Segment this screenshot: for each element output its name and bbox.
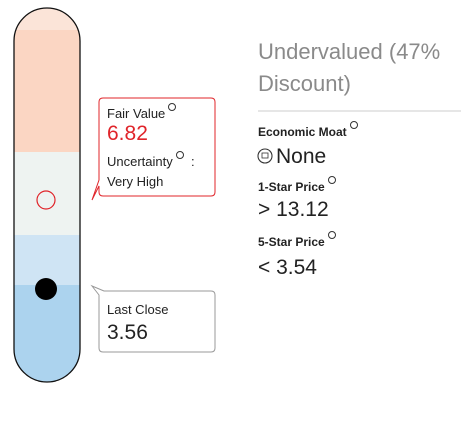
one-star-text: 1-Star Price bbox=[258, 180, 325, 194]
thermometer-outline bbox=[13, 7, 81, 383]
fair-value-marker bbox=[36, 190, 56, 210]
uncertainty-label: Uncertainty : bbox=[107, 151, 195, 169]
fair-value-label: Fair Value bbox=[107, 103, 177, 121]
moat-icon-inner bbox=[261, 152, 269, 159]
fair-value-callout bbox=[91, 97, 216, 201]
price: 13.12 bbox=[276, 198, 329, 221]
info-icon bbox=[168, 103, 177, 111]
moat-icon bbox=[257, 148, 273, 164]
moat-text: Economic Moat bbox=[258, 125, 347, 139]
moat-value: None bbox=[276, 145, 327, 168]
separator: : bbox=[190, 154, 195, 169]
last-close-callout bbox=[90, 284, 216, 353]
info-icon bbox=[327, 231, 336, 239]
one-star-label: 1-Star Price bbox=[258, 176, 336, 194]
five-star-label: 5-Star Price bbox=[258, 231, 336, 249]
one-star-price: > 13.12 bbox=[258, 198, 329, 222]
thermometer-bands bbox=[14, 8, 80, 382]
info-icon bbox=[175, 151, 184, 159]
last-close-label: Last Close bbox=[107, 302, 169, 317]
five-star-text: 5-Star Price bbox=[258, 235, 325, 249]
symbol: > bbox=[258, 198, 271, 221]
info-icon bbox=[349, 121, 358, 129]
assessment: Undervalued (47% Discount) bbox=[258, 39, 441, 96]
info-icon bbox=[327, 176, 336, 184]
symbol: < bbox=[258, 256, 271, 279]
fair-value-text: Fair Value bbox=[107, 106, 166, 121]
last-close-marker bbox=[35, 278, 57, 300]
fair-value: 6.82 bbox=[107, 122, 148, 145]
last-close-value: 3.56 bbox=[107, 321, 148, 344]
moat-label: Economic Moat bbox=[258, 121, 358, 139]
uncertainty-text: Uncertainty bbox=[107, 154, 173, 169]
price: 3.54 bbox=[276, 256, 317, 279]
five-star-price: < 3.54 bbox=[258, 256, 317, 280]
uncertainty-value: Very High bbox=[107, 174, 164, 189]
